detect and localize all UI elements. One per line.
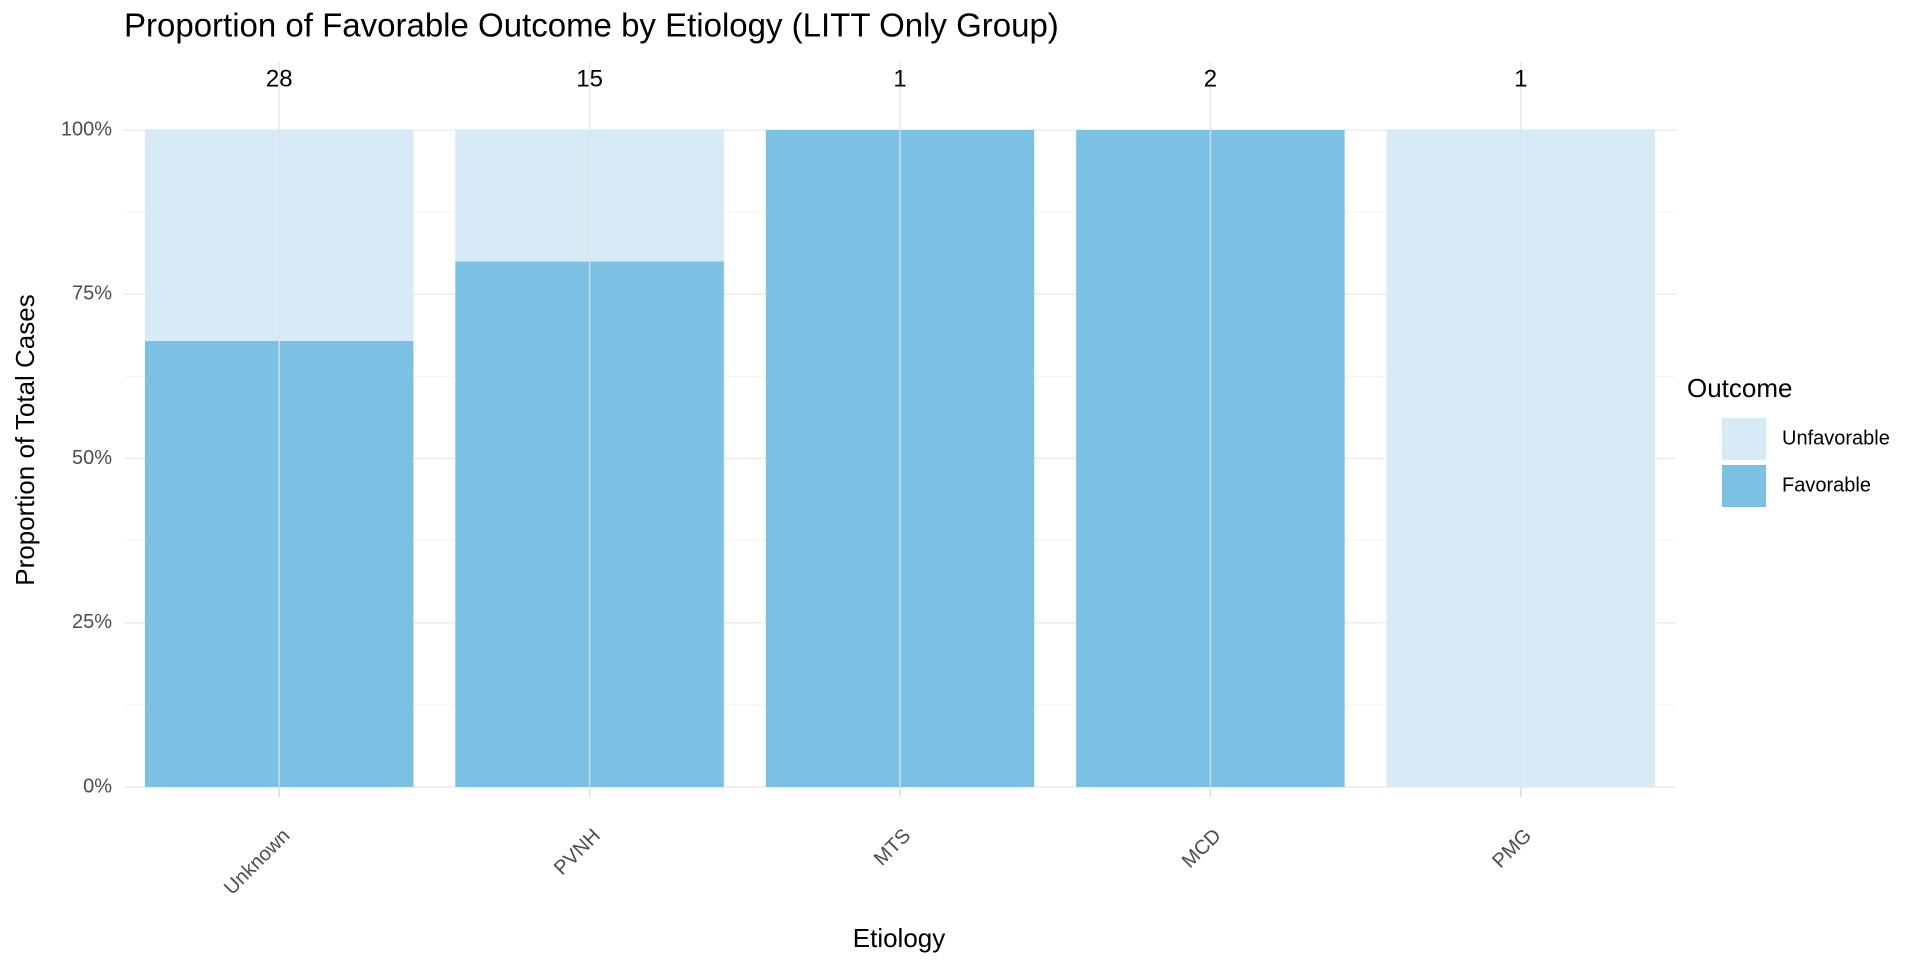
x-tick-label: PMG bbox=[1488, 825, 1536, 873]
legend-key bbox=[1722, 465, 1766, 507]
legend-label: Unfavorable bbox=[1782, 427, 1890, 449]
count-label: 1 bbox=[1514, 65, 1527, 92]
count-label: 2 bbox=[1204, 65, 1217, 92]
x-tick-label: Unknown bbox=[220, 825, 295, 900]
x-axis-title: Etiology bbox=[853, 923, 946, 953]
y-axis-title: Proportion of Total Cases bbox=[10, 294, 40, 585]
count-label: 28 bbox=[266, 65, 293, 92]
chart-title: Proportion of Favorable Outcome by Etiol… bbox=[124, 7, 1059, 44]
x-tick-label: PVNH bbox=[550, 825, 605, 880]
y-tick-label: 50% bbox=[72, 447, 112, 469]
y-tick-label: 75% bbox=[72, 283, 112, 305]
count-label: 15 bbox=[576, 65, 603, 92]
legend-key bbox=[1722, 418, 1766, 460]
x-tick-label: MCD bbox=[1178, 825, 1226, 873]
legend-label: Favorable bbox=[1782, 474, 1871, 496]
legend-title: Outcome bbox=[1687, 373, 1793, 403]
x-tick-label: MTS bbox=[870, 825, 915, 870]
y-tick-label: 25% bbox=[72, 611, 112, 633]
y-tick-label: 100% bbox=[61, 118, 112, 140]
y-tick-label: 0% bbox=[83, 775, 112, 797]
count-label: 1 bbox=[893, 65, 906, 92]
